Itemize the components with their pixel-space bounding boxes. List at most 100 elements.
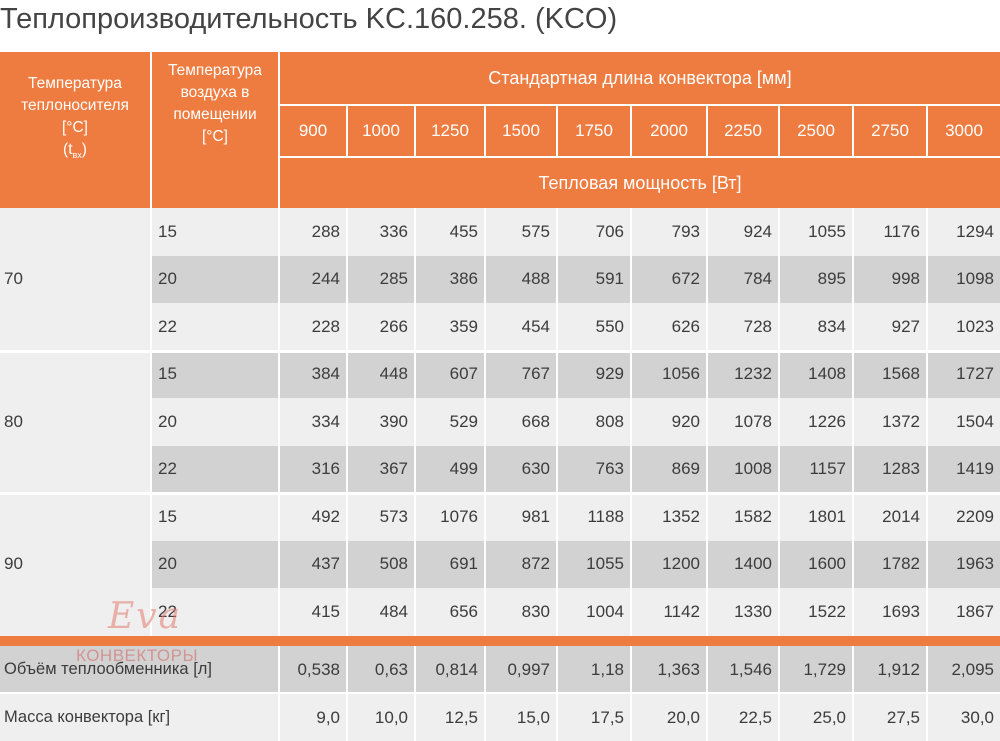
power-value-cell: 1801 xyxy=(808,506,846,526)
power-value-cell: 455 xyxy=(449,221,478,241)
power-value-cell: 1582 xyxy=(734,506,772,526)
power-value-cell: 228 xyxy=(311,316,340,336)
air-temp-value: 20 xyxy=(158,554,177,574)
power-value-cell: 920 xyxy=(671,411,700,431)
power-value-cell: 691 xyxy=(449,554,478,574)
divider xyxy=(778,208,780,636)
power-value-cell: 2209 xyxy=(956,506,994,526)
power-value-cell: 1568 xyxy=(882,364,920,384)
water-temp-cell xyxy=(0,350,150,493)
divider xyxy=(706,208,708,636)
divider xyxy=(150,52,152,208)
power-value-cell: 492 xyxy=(311,506,340,526)
power-value-cell: 575 xyxy=(521,221,550,241)
footer-value-cell: 10,0 xyxy=(374,707,408,727)
footer-label: Объём теплообменника [л] xyxy=(4,660,212,678)
power-value-cell: 668 xyxy=(521,411,550,431)
logo-script: Eva xyxy=(108,596,183,637)
power-value-cell: 869 xyxy=(671,459,700,479)
power-value-cell: 1419 xyxy=(956,459,994,479)
power-value-cell: 728 xyxy=(743,316,772,336)
power-value-cell: 367 xyxy=(379,459,408,479)
power-value-cell: 384 xyxy=(311,364,340,384)
divider xyxy=(346,106,348,156)
footer-value-cell: 0,997 xyxy=(507,659,550,679)
divider xyxy=(630,106,632,156)
power-value-cell: 1142 xyxy=(663,601,700,621)
power-value-cell: 591 xyxy=(595,269,624,289)
water-temp-symbol: (tвх) xyxy=(63,140,87,160)
footer-value-cell: 0,814 xyxy=(435,659,478,679)
group-separator xyxy=(0,492,1000,495)
footer-row xyxy=(0,646,1000,693)
divider xyxy=(556,106,558,156)
page-title: Теплопроизводительность KC.160.258. (KCO… xyxy=(0,3,618,35)
air-temp-value: 22 xyxy=(158,459,177,479)
air-temp-value: 22 xyxy=(158,316,177,336)
power-value-cell: 1055 xyxy=(586,554,624,574)
power-value-cell: 448 xyxy=(379,364,408,384)
water-temp-unit: [°C] xyxy=(61,118,88,136)
logo-text: КОНВЕКТОРЫ xyxy=(76,646,199,665)
footer-label: Масса конвектора [кг] xyxy=(4,708,171,726)
table-row xyxy=(152,540,1000,588)
std-length-header: Стандартная длина конвектора [мм] xyxy=(488,67,792,88)
power-value-cell: 1055 xyxy=(808,221,846,241)
length-header-cell: 2000 xyxy=(650,121,688,140)
air-temp-line2: воздуха в xyxy=(180,84,250,101)
power-value-cell: 334 xyxy=(311,411,340,431)
air-temp-value: 15 xyxy=(158,221,177,241)
footer-separator xyxy=(0,692,1000,694)
divider xyxy=(484,208,486,636)
footer-value-cell: 30,0 xyxy=(960,707,994,727)
power-value-cell: 784 xyxy=(743,269,772,289)
symbol-sub: вх xyxy=(72,149,82,160)
footer-value-cell: 0,538 xyxy=(297,659,340,679)
power-value-cell: 1372 xyxy=(882,411,920,431)
air-temp-line3: помещении xyxy=(173,106,257,123)
air-temp-value: 22 xyxy=(158,601,177,621)
power-value-cell: 1727 xyxy=(956,364,994,384)
power-value-cell: 1408 xyxy=(808,364,846,384)
footer-value-cell: 17,5 xyxy=(590,707,624,727)
table-body: 70 15 288 336 455 575 706 793 924 1055 1176 1294 20 2… xyxy=(0,208,1000,636)
power-value-cell: 336 xyxy=(379,221,408,241)
power-value-cell: 1294 xyxy=(956,221,994,241)
water-temp-value: 80 xyxy=(4,411,23,431)
divider xyxy=(280,104,1000,106)
power-value-cell: 454 xyxy=(521,316,550,336)
power-value-cell: 1693 xyxy=(882,601,920,621)
power-value-cell: 1226 xyxy=(808,411,846,431)
water-temp-header: Температура теплоносителя [°C] (tвх) xyxy=(0,52,150,208)
table-footer: Объём теплообменника [л] 0,538 0,63 0,814 0,… xyxy=(0,646,1000,741)
power-value-cell: 1098 xyxy=(956,269,994,289)
air-temp-value: 15 xyxy=(158,364,177,384)
divider xyxy=(926,208,928,636)
power-value-cell: 1504 xyxy=(956,411,994,431)
power-value-cell: 390 xyxy=(379,411,408,431)
water-temp-cell xyxy=(0,493,150,636)
power-value-cell: 437 xyxy=(311,554,340,574)
power-value-cell: 415 xyxy=(311,601,340,621)
air-temp-value: 20 xyxy=(158,411,177,431)
power-value-cell: 1330 xyxy=(734,601,772,621)
power-value-cell: 1352 xyxy=(662,506,700,526)
divider xyxy=(852,208,854,636)
footer-value-cell: 1,546 xyxy=(729,659,772,679)
symbol-t: t xyxy=(68,140,73,158)
divider xyxy=(852,106,854,156)
power-value-cell: 1782 xyxy=(882,554,920,574)
length-header-cell: 900 xyxy=(298,121,328,140)
power-value-cell: 872 xyxy=(521,554,550,574)
footer-value-cell: 1,18 xyxy=(590,659,624,679)
power-value-cell: 927 xyxy=(891,316,920,336)
power-value-cell: 573 xyxy=(379,506,408,526)
power-value-cell: 550 xyxy=(595,316,624,336)
power-value-cell: 1200 xyxy=(662,554,700,574)
power-header: Тепловая мощность [Вт] xyxy=(538,172,742,193)
power-value-cell: 386 xyxy=(449,269,478,289)
power-value-cell: 1157 xyxy=(809,459,846,479)
water-temp-value: 70 xyxy=(4,269,23,289)
length-header-cell: 1750 xyxy=(575,121,613,140)
divider xyxy=(630,208,632,636)
